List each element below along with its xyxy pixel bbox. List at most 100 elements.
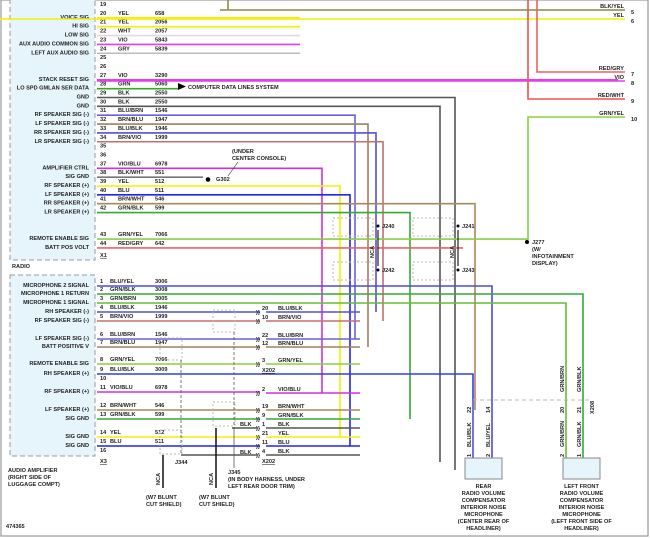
amplifier-pin-label: MICROPHONE 1 SIGNAL (23, 300, 89, 306)
x202-wire-label: BRN/WHT (278, 404, 305, 410)
splice-j345-label: J345 (228, 470, 240, 476)
x202-connector-id: X202 (262, 459, 275, 465)
ground-note-line2: CENTER CONSOLE) (232, 156, 286, 162)
splice-j345-label: (IN BODY HARNESS, UNDER (228, 477, 305, 483)
radio-pin-label: AUX AUDIO COMMON SIG (19, 41, 89, 47)
radio-pin-label: GND (77, 103, 89, 109)
radio-wire-color-label: BRN/WHT (118, 197, 145, 203)
splice-dot (456, 224, 460, 228)
radio-wire-color-label: GRY (118, 46, 130, 52)
w7-blunt-note: CUT SHIELD) (199, 502, 235, 508)
amplifier-pin-label: BATT POSITIVE V (42, 344, 89, 350)
wire-radio-pin-29 (97, 96, 456, 470)
microphone-box (562, 457, 601, 480)
x202-pin-number: 10 (262, 315, 268, 321)
x202-splice-wire-label: BLK (240, 450, 252, 456)
amplifier-wire-color-label: VIO/BLU (110, 385, 133, 391)
shield-outline (332, 261, 374, 281)
amplifier-wire-color-label: BLU/BLK (110, 305, 135, 311)
radio-pin-label: LR SPEAKER SIG (-) (35, 139, 90, 145)
wire-radio-pin-32 (97, 123, 369, 347)
radio-circuit-number: 511 (155, 188, 164, 194)
amplifier-wire-color-label: GRN/BRN (110, 296, 136, 302)
amplifier-pin-label: MICROPHONE 2 SIGNAL (23, 283, 89, 289)
x202-wire-label: GRN/BLK (278, 413, 303, 419)
radio-circuit-number: 512 (155, 179, 164, 185)
mic-pin-number: 1 (577, 454, 583, 457)
mic-wire-label: GRN/BLK (577, 367, 583, 392)
amplifier-pin-number: 2 (100, 287, 103, 293)
amplifier-pin-number: 7 (100, 340, 103, 346)
radio-circuit-number: 1947 (155, 117, 167, 123)
amplifier-box (9, 274, 96, 457)
x202-pin-number: 21 (262, 431, 268, 437)
amplifier-pin-label: RH SPEAKER (-) (45, 309, 89, 315)
radio-pin-number: 41 (100, 197, 106, 203)
splice-j240-label: J240 (382, 224, 394, 230)
radio-wire-color-label: YEL (118, 20, 129, 26)
shield-outline (212, 309, 236, 333)
wire-amplifier-pin-1 (97, 285, 493, 400)
amplifier-label: LUGGAGE COMPT) (8, 482, 60, 488)
x202-connector-symbol: )} (256, 444, 261, 450)
microphone-label: INTERIOR NOISE (461, 505, 507, 511)
microphone-label: (LEFT FRONT SIDE OF (551, 519, 612, 525)
wire-right-pin-7 (536, 0, 625, 73)
radio-pin-label: RR SPEAKER (+) (44, 201, 89, 207)
radio-wire-color-label: GRN/BLK (118, 206, 143, 212)
amplifier-pin-label: LF SPEAKER SIG (-) (35, 336, 89, 342)
amplifier-pin-number: 8 (100, 357, 103, 363)
shield-outline (412, 217, 454, 237)
mic-pin-number: 2 (560, 454, 566, 457)
amplifier-wire-color-label: GRN/BLK (110, 412, 135, 418)
amplifier-circuit-number: 1946 (155, 305, 167, 311)
x202-connector-symbol: )} (256, 337, 261, 343)
radio-pin-label: RF SPEAKER SIG (-) (35, 112, 90, 118)
amplifier-circuit-number: 1999 (155, 314, 167, 320)
radio-wire-color-label: BLU/BLK (118, 126, 143, 132)
radio-pin-number: 37 (100, 161, 106, 167)
splice-dot (376, 224, 380, 228)
amplifier-label: (RIGHT SIDE OF (8, 475, 52, 481)
radio-pin-label: LOW SIG (65, 33, 89, 39)
x202-wire-label: BLK (278, 422, 290, 428)
mic-wire-label: BLU/YEL (486, 422, 492, 447)
x202-connector-id: X202 (262, 368, 275, 374)
amplifier-pin-label: REMOTE ENABLE SIG (29, 361, 89, 367)
microphone-label: REAR (476, 484, 492, 490)
shield-outline (159, 337, 183, 361)
amplifier-pin-number: 9 (100, 367, 103, 373)
radio-pin-label: LEFT AUX AUDIO SIG (31, 50, 89, 56)
radio-pin-label: RR SPEAKER SIG (-) (34, 130, 89, 136)
computer-data-lines-link: COMPUTER DATA LINES SYSTEM (188, 85, 279, 91)
splice-j241-label: J241 (462, 224, 474, 230)
splice-j277-label: (W/ (532, 247, 541, 253)
radio-pin-number: 24 (100, 46, 107, 52)
x202-pin-number: 12 (262, 341, 268, 347)
amplifier-circuit-number: 546 (155, 403, 164, 409)
amplifier-pin-number: 11 (100, 385, 106, 391)
w7-blunt-note: (W7 BLUNT (199, 495, 230, 501)
microphone-label: MICROPHONE (562, 512, 601, 518)
x202-wire-label: BLU/BRN (278, 333, 303, 339)
radio-circuit-number: 1999 (155, 135, 167, 141)
amplifier-pin-number: 15 (100, 439, 106, 445)
splice-j243-label: J243 (462, 268, 474, 274)
splice-j242-label: J242 (382, 268, 394, 274)
amplifier-wire-color-label: BRN/BLU (110, 340, 135, 346)
wire-radio-pin-39 (97, 185, 341, 437)
splice-j277-label: DISPLAY) (532, 261, 558, 267)
x208-connector-id: X208 (590, 401, 596, 414)
microphone-box (464, 457, 503, 480)
amplifier-circuit-number: 599 (155, 412, 164, 418)
right-pin-number: 8 (631, 81, 634, 87)
radio-pin-label: LF SPEAKER (+) (45, 192, 89, 198)
wire-radio-pin-37 (97, 167, 323, 393)
right-wire-label: VIO (614, 75, 624, 81)
x202-pin-number: 4 (262, 449, 266, 455)
radio-circuit-number: 2550 (155, 99, 167, 105)
amplifier-label: AUDIO AMPLIFIER (8, 468, 58, 474)
radio-wire-color-label: VIO (118, 73, 128, 79)
